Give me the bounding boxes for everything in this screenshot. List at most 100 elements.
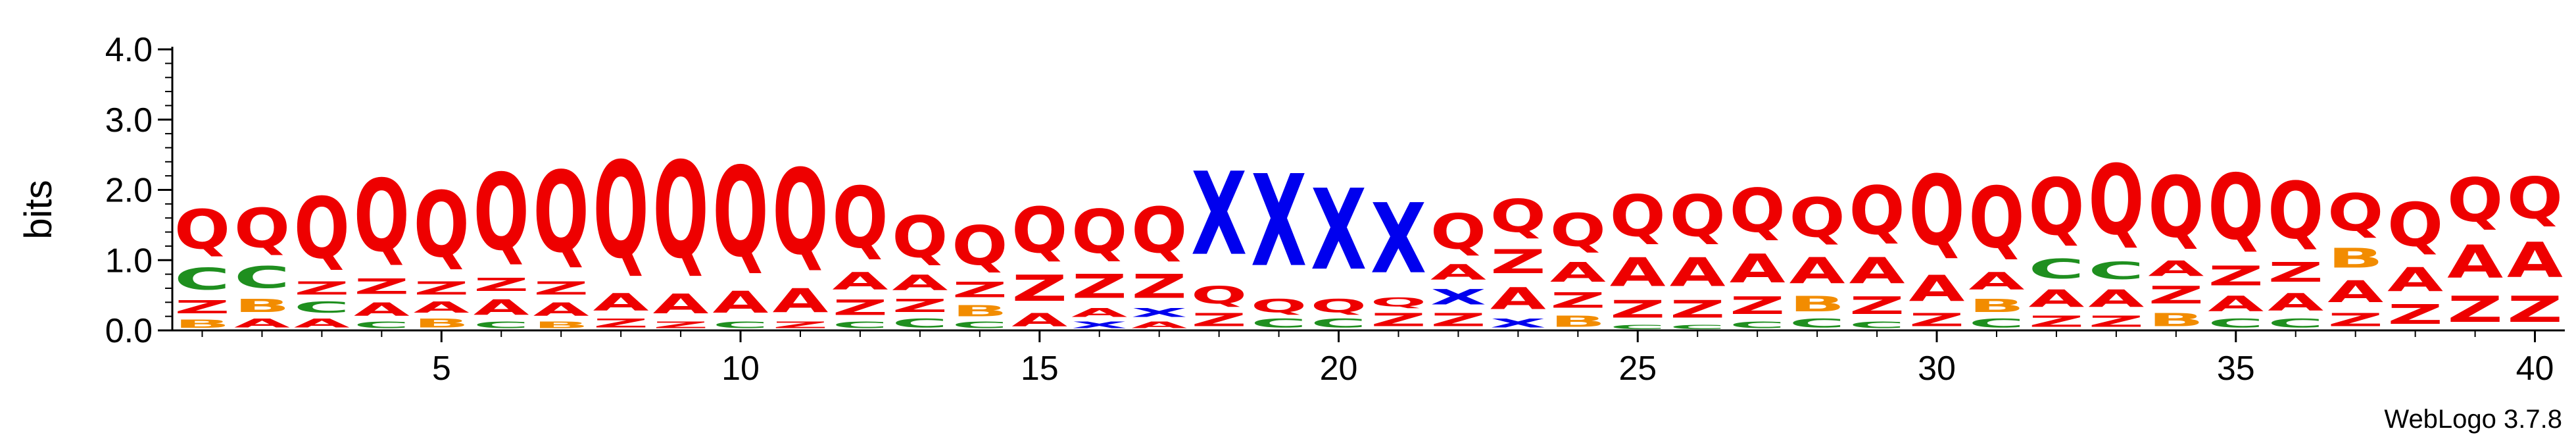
logo-letter-glyph: Z xyxy=(1730,292,1786,320)
logo-letter: Z xyxy=(2148,282,2204,309)
logo-letter-glyph: A xyxy=(1849,250,1905,292)
logo-letter-glyph: A xyxy=(1730,246,1786,292)
logo-letter: C xyxy=(1969,317,2025,330)
logo-letter-glyph: C xyxy=(1610,323,1666,330)
logo-letter: A xyxy=(2148,257,2204,281)
x-tick-label: 15 xyxy=(1021,349,1059,388)
logo-letter: Z xyxy=(2208,261,2264,292)
logo-letter: Q xyxy=(1490,191,1546,243)
logo-letter: Z xyxy=(773,320,829,330)
logo-letter: X xyxy=(1191,149,1247,282)
logo-letter-glyph: C xyxy=(713,320,769,330)
logo-letter: Z xyxy=(2268,257,2323,288)
logo-letter: A xyxy=(1131,320,1188,330)
logo-letter-glyph: Z xyxy=(832,296,888,320)
logo-letter: A xyxy=(474,296,530,320)
logo-letter: Z xyxy=(294,278,350,299)
logo-letter: A xyxy=(294,317,350,330)
logo-letter: Q xyxy=(1071,197,1127,267)
logo-letter-glyph: A xyxy=(653,288,709,320)
logo-letter: A xyxy=(832,267,888,295)
logo-letter: Z xyxy=(174,297,230,318)
y-tick-label: 3.0 xyxy=(105,101,153,140)
logo-letter: C xyxy=(1670,323,1726,330)
logo-letter-glyph: A xyxy=(1969,267,2025,295)
logo-letter-glyph: Q xyxy=(952,215,1008,278)
logo-letter-glyph: C xyxy=(234,260,290,295)
logo-letter-glyph: Z xyxy=(1490,243,1546,281)
logo-letter: Z xyxy=(2447,288,2503,330)
logo-letter-glyph: B xyxy=(1550,313,1606,330)
logo-letter-glyph: Z xyxy=(533,278,589,299)
logo-letter: A xyxy=(1670,249,1726,295)
logo-letter: A xyxy=(234,317,290,330)
logo-letter-glyph: Z xyxy=(354,274,410,299)
logo-letter: A xyxy=(1909,268,1965,309)
logo-letter-glyph: Z xyxy=(2088,313,2144,330)
logo-letter-glyph: C xyxy=(952,320,1008,330)
logo-letter: Z xyxy=(1490,243,1546,281)
logo-letter-glyph: Q xyxy=(2507,166,2563,232)
logo-letter: C xyxy=(952,320,1008,330)
logo-letter-glyph: X xyxy=(1490,317,1546,330)
logo-letter-glyph: X xyxy=(1191,149,1247,282)
logo-letter-glyph: Q xyxy=(1311,296,1367,317)
logo-letter: Q xyxy=(1011,194,1067,268)
logo-letter: Z xyxy=(1670,296,1726,323)
logo-letter-glyph: Q xyxy=(2148,159,2204,257)
logo-letter: Z xyxy=(1730,292,1786,320)
logo-letter: A xyxy=(1730,246,1786,292)
x-tick-label: 5 xyxy=(432,349,451,388)
x-tick-label: 30 xyxy=(1918,349,1956,388)
logo-letter: B xyxy=(533,320,589,330)
logo-letter: A xyxy=(2507,232,2563,288)
logo-letter: X xyxy=(1131,306,1187,320)
logo-letter: B xyxy=(952,302,1008,320)
logo-letter-glyph: Q xyxy=(2028,162,2084,253)
logo-letter-glyph: A xyxy=(1610,249,1666,295)
logo-letter: C xyxy=(354,320,410,330)
logo-letter-glyph: Q xyxy=(1789,186,1845,249)
logo-letter: B xyxy=(1969,296,2025,317)
logo-letter-glyph: X xyxy=(1251,148,1307,295)
logo-letter: A xyxy=(1969,267,2025,295)
logo-letter: Q xyxy=(2507,166,2563,232)
logo-letter-glyph: Q xyxy=(653,135,709,288)
logo-letter-glyph: A xyxy=(2148,257,2204,281)
logo-letter-glyph: Z xyxy=(414,278,470,299)
logo-letter: Z xyxy=(414,278,470,299)
y-axis-label: bits xyxy=(17,180,60,239)
logo-letter: Q xyxy=(713,142,769,285)
logo-letter-glyph: A xyxy=(414,299,470,317)
logo-letter-glyph: A xyxy=(773,282,829,320)
logo-letter-glyph: A xyxy=(2447,236,2503,288)
logo-letter: Q xyxy=(773,145,829,282)
logo-letter-glyph: A xyxy=(533,299,589,320)
logo-letter-glyph: Q xyxy=(2208,156,2264,261)
logo-letter-glyph: A xyxy=(1789,250,1845,292)
logo-letter: Q xyxy=(1849,172,1905,249)
logo-letter: Z xyxy=(1849,292,1905,320)
logo-letter: A xyxy=(1849,250,1905,292)
logo-letter: Z xyxy=(1131,267,1187,305)
logo-letter: Z xyxy=(1011,267,1067,309)
logo-letter: Z xyxy=(892,296,948,317)
logo-letter: A xyxy=(2327,274,2383,309)
logo-letter-glyph: Q xyxy=(832,170,888,267)
logo-letter-glyph: Q xyxy=(2387,190,2443,260)
logo-letter: Q xyxy=(1550,205,1606,257)
logo-letter-glyph: Z xyxy=(2028,313,2084,330)
logo-letter: B xyxy=(414,317,470,330)
logo-letter-glyph: Z xyxy=(892,296,948,317)
logo-letter-glyph: Z xyxy=(593,317,649,330)
logo-letter: A xyxy=(414,299,470,317)
logo-letter: C xyxy=(474,320,529,330)
logo-letter-glyph: Z xyxy=(1071,267,1127,305)
logo-letter-glyph: Q xyxy=(474,152,529,274)
logo-letter-glyph: Z xyxy=(2327,309,2383,330)
weblogo-version-label: WebLogo 3.7.8 xyxy=(2384,405,2562,434)
logo-letter: Q xyxy=(533,147,589,277)
logo-letter: Q xyxy=(2088,145,2144,257)
logo-letter-glyph: Z xyxy=(474,274,529,296)
logo-letter-glyph: B xyxy=(533,320,589,330)
